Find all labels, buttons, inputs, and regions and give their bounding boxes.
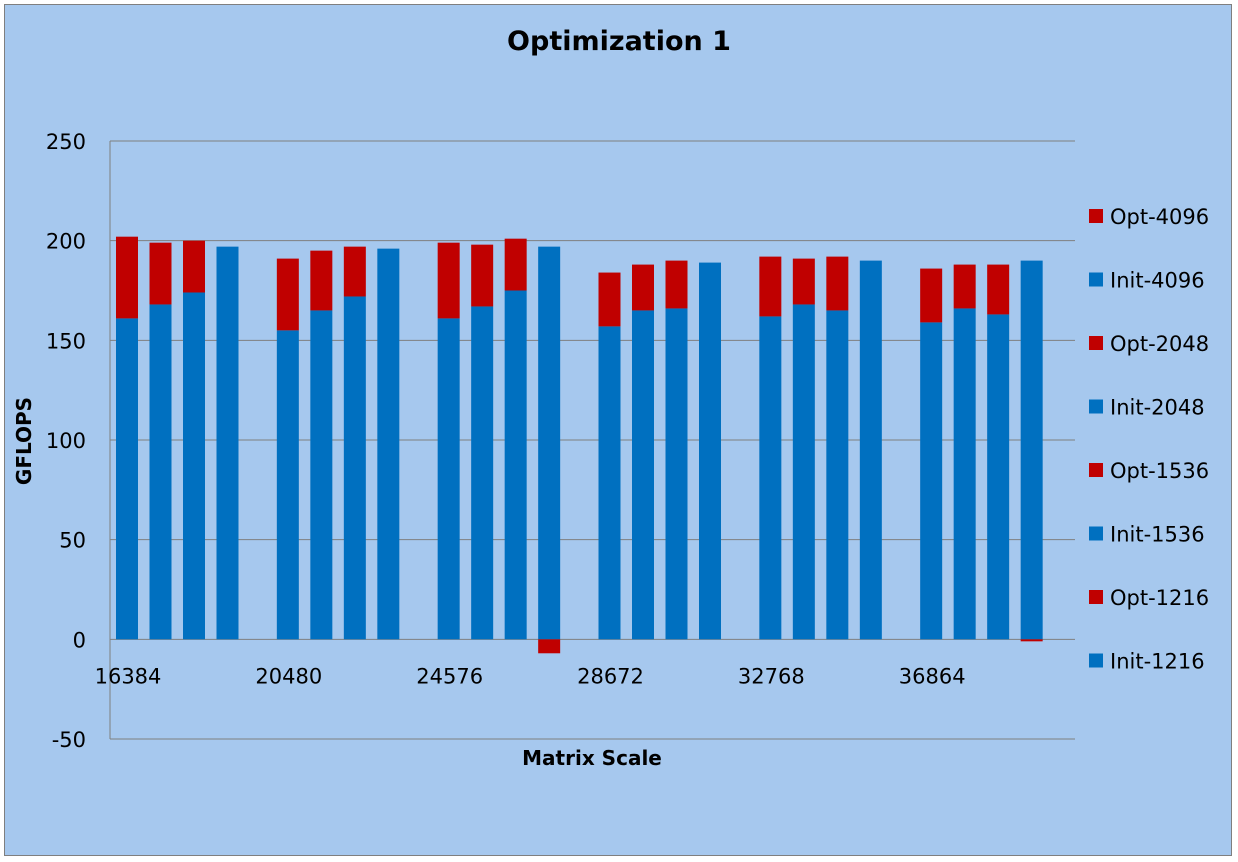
bar-init-1216 — [920, 322, 943, 640]
bar-init-4096 — [1020, 260, 1043, 640]
bar-opt-1216 — [116, 236, 138, 319]
bar-opt-1536 — [149, 242, 172, 305]
bar-init-1536 — [471, 306, 494, 640]
legend-label: Opt-1536 — [1110, 459, 1209, 483]
bar-init-1216 — [598, 326, 621, 640]
y-tick-label: 100 — [46, 429, 86, 453]
y-tick-label: 0 — [73, 628, 86, 652]
legend-label: Init-2048 — [1110, 396, 1205, 420]
bar-opt-1216 — [759, 256, 782, 317]
bar-init-1536 — [792, 304, 815, 640]
bar-opt-1536 — [632, 264, 654, 311]
bar-init-1216 — [759, 316, 782, 640]
bar-opt-2048 — [826, 256, 849, 311]
bar-init-4096 — [216, 246, 239, 640]
bars — [116, 236, 1043, 654]
bar-init-2048 — [504, 290, 527, 640]
bar-opt-4096 — [538, 639, 561, 654]
bar-init-2048 — [183, 292, 205, 640]
bar-init-4096 — [859, 260, 882, 640]
x-tick-label: 16384 — [95, 664, 162, 688]
legend: Opt-4096 Init-4096 Opt-2048 Init-2048 Opt-15… — [1089, 205, 1209, 674]
x-tick-label: 32768 — [738, 664, 805, 688]
bar-init-1216 — [276, 330, 299, 640]
x-tick-label: 20480 — [255, 664, 322, 688]
y-tick-label: 150 — [46, 329, 86, 353]
bar-init-4096 — [699, 262, 721, 640]
bar-opt-1216 — [920, 268, 943, 323]
bar-opt-2048 — [665, 260, 688, 309]
gridlines — [109, 140, 1075, 740]
x-tick-label: 28672 — [577, 664, 644, 688]
bar-opt-2048 — [987, 264, 1010, 315]
legend-swatch — [1089, 526, 1103, 541]
bar-init-1536 — [310, 310, 333, 640]
bar-opt-2048 — [504, 238, 527, 291]
legend-swatch — [1089, 336, 1103, 350]
legend-label: Opt-2048 — [1110, 332, 1209, 356]
bar-init-4096 — [377, 248, 400, 640]
bar-opt-1536 — [953, 264, 976, 309]
legend-label: Opt-1216 — [1110, 586, 1209, 610]
legend-swatch — [1089, 272, 1103, 287]
chart-title: Optimization 1 — [507, 26, 731, 57]
legend-swatch — [1089, 399, 1103, 414]
bar-opt-1536 — [471, 244, 494, 307]
bar-init-2048 — [343, 296, 366, 640]
bar-init-2048 — [987, 314, 1010, 640]
x-axis-title: Matrix Scale — [522, 746, 662, 770]
bar-init-2048 — [665, 308, 688, 640]
tick-labels: -50 0 50 100 150 200 250 16384 20480 24576 28672 32… — [46, 130, 966, 752]
legend-swatch — [1089, 590, 1103, 604]
bar-opt-1536 — [792, 258, 815, 305]
y-tick-label: 50 — [59, 529, 86, 553]
bar-init-1216 — [116, 318, 138, 640]
legend-label: Init-1216 — [1110, 650, 1205, 674]
y-tick-label: -50 — [52, 728, 86, 752]
bar-opt-1216 — [276, 258, 299, 331]
bar-init-2048 — [826, 310, 849, 640]
bar-opt-1216 — [437, 242, 460, 319]
bar-init-4096 — [538, 246, 561, 640]
bar-opt-2048 — [183, 240, 205, 293]
legend-label: Init-4096 — [1110, 269, 1205, 293]
bar-init-1536 — [149, 304, 172, 640]
bar-opt-4096 — [1020, 639, 1043, 642]
legend-swatch — [1089, 463, 1103, 477]
bar-init-1536 — [953, 308, 976, 640]
y-tick-label: 250 — [46, 130, 86, 154]
bar-opt-1216 — [598, 272, 621, 327]
bar-init-1216 — [437, 318, 460, 640]
x-tick-label: 36864 — [899, 664, 966, 688]
legend-swatch — [1089, 653, 1103, 668]
bar-opt-1536 — [310, 250, 333, 311]
x-tick-label: 24576 — [416, 664, 483, 688]
legend-label: Opt-4096 — [1110, 205, 1209, 229]
legend-swatch — [1089, 209, 1103, 223]
bar-opt-2048 — [343, 246, 366, 297]
bar-init-1536 — [632, 310, 654, 640]
legend-label: Init-1536 — [1110, 523, 1205, 547]
y-axis-title: GFLOPS — [12, 397, 36, 485]
y-tick-label: 200 — [46, 230, 86, 254]
